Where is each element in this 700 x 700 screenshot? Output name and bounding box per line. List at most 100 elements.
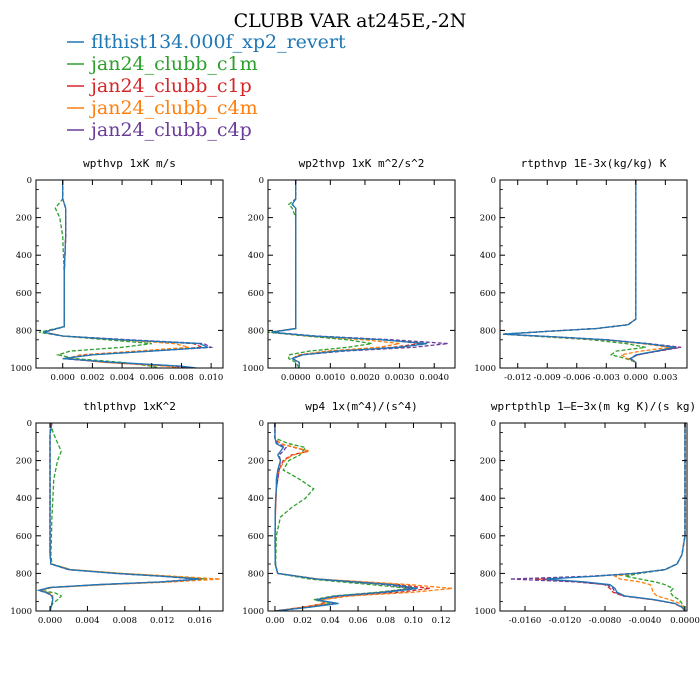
panel-title: thlpthvp 1xK^2	[83, 400, 176, 413]
legend-item: jan24_clubb_c1p	[67, 75, 252, 97]
series-line	[613, 423, 686, 611]
y-tick-label: 400	[16, 251, 32, 261]
x-tick-label: 0.0000	[670, 616, 700, 626]
series-line	[271, 180, 428, 368]
x-tick-label: 0.0040	[419, 373, 449, 383]
plot-panel: wp2thvp 1xK m^2/s^2 0 200 400 600 800 1000 0.00…	[242, 157, 456, 383]
plot-panel: wprtpthlp 1—E−3x(m kg K)/(s kg) 0 200 400 60…	[474, 400, 700, 626]
x-tick-label: 0.008	[169, 373, 193, 383]
plot-frame	[35, 422, 224, 612]
y-tick-label: 1000	[474, 364, 496, 374]
y-tick-label: 600	[248, 532, 264, 542]
series-line	[502, 180, 676, 368]
panel-title: rtpthvp 1E-3x(kg/kg) K	[521, 157, 667, 170]
plot-panel: rtpthvp 1E-3x(kg/kg) K 0 200 400 600 800 1000 -…	[474, 157, 688, 383]
series-line	[36, 423, 200, 611]
y-tick-label: 1000	[242, 364, 264, 374]
panel-title: wp2thvp 1xK m^2/s^2	[299, 157, 425, 170]
plot-panel: thlpthvp 1xK^2 0 200 400 600 800 1000 0.000 0.00…	[10, 400, 224, 626]
y-tick-label: 600	[480, 289, 496, 299]
y-tick-label: 0	[259, 419, 264, 429]
y-tick-label: 800	[480, 569, 496, 579]
x-tick-label: 0.0030	[385, 373, 415, 383]
x-tick-label: -0.0040	[629, 616, 662, 626]
x-tick-label: 0.012	[150, 616, 174, 626]
y-tick-label: 1000	[474, 607, 496, 617]
y-tick-label: 600	[16, 289, 32, 299]
y-tick-label: 600	[480, 532, 496, 542]
y-tick-label: 0	[27, 419, 32, 429]
y-tick-label: 1000	[10, 607, 32, 617]
series-group	[274, 423, 453, 611]
y-tick-label: 800	[480, 326, 496, 336]
series-line	[36, 423, 198, 611]
y-tick-label: 400	[16, 494, 32, 504]
y-tick-label: 200	[16, 457, 32, 467]
legend: flthist134.000f_xp2_revertjan24_clubb_c1…	[67, 31, 346, 141]
plot-frame	[499, 422, 688, 612]
x-tick-label: 0.04	[321, 616, 340, 626]
panel-title: wpthvp 1xK m/s	[83, 157, 176, 170]
series-group	[36, 423, 221, 611]
x-tick-label: -0.009	[534, 373, 561, 383]
series-group	[502, 180, 682, 368]
y-tick-label: 0	[491, 176, 496, 186]
legend-label: flthist134.000f_xp2_revert	[91, 31, 346, 53]
y-tick-label: 0	[259, 176, 264, 186]
y-tick-label: 400	[248, 251, 264, 261]
series-line	[37, 423, 202, 611]
y-tick-label: 400	[480, 251, 496, 261]
legend-label: jan24_clubb_c4m	[89, 97, 258, 119]
y-tick-label: 200	[480, 214, 496, 224]
x-tick-label: 0.12	[432, 616, 451, 626]
series-line	[274, 423, 411, 611]
series-line	[534, 423, 686, 611]
x-tick-label: -0.0120	[549, 616, 582, 626]
y-tick-label: 800	[16, 569, 32, 579]
x-tick-label: -0.0160	[509, 616, 542, 626]
y-tick-label: 400	[480, 494, 496, 504]
series-line	[502, 180, 671, 368]
x-tick-label: -0.006	[563, 373, 590, 383]
legend-item: jan24_clubb_c1m	[67, 53, 258, 75]
y-tick-label: 600	[248, 289, 264, 299]
y-tick-label: 800	[16, 326, 32, 336]
figure-title: CLUBB VAR at245E,-2N	[234, 10, 467, 32]
x-tick-label: -0.0080	[589, 616, 622, 626]
x-tick-label: 0.000	[38, 616, 62, 626]
plot-frame	[35, 179, 224, 369]
panel-title: wprtpthlp 1—E−3x(m kg K)/(s kg)	[491, 400, 696, 413]
x-tick-label: 0.000	[51, 373, 75, 383]
x-tick-label: 0.06	[349, 616, 368, 626]
x-tick-label: 0.00	[265, 616, 284, 626]
y-tick-label: 1000	[10, 364, 32, 374]
series-line	[624, 423, 686, 611]
series-group	[268, 180, 449, 368]
x-tick-label: -0.003	[593, 373, 620, 383]
x-tick-label: 0.02	[293, 616, 312, 626]
x-tick-label: 0.016	[187, 616, 211, 626]
legend-label: jan24_clubb_c4p	[89, 119, 252, 141]
x-tick-label: 0.006	[140, 373, 164, 383]
y-tick-label: 200	[248, 214, 264, 224]
x-tick-label: 0.002	[80, 373, 104, 383]
x-tick-label: 0.10	[404, 616, 423, 626]
legend-item: flthist134.000f_xp2_revert	[67, 31, 346, 53]
y-tick-label: 200	[16, 214, 32, 224]
series-line	[41, 423, 208, 611]
series-line	[43, 180, 209, 368]
x-tick-label: 0.010	[199, 373, 223, 383]
x-tick-label: 0.0000	[281, 373, 311, 383]
x-tick-label: 0.08	[376, 616, 395, 626]
plot-frame	[267, 179, 456, 369]
legend-item: jan24_clubb_c4p	[67, 119, 252, 141]
y-tick-label: 200	[480, 457, 496, 467]
y-tick-label: 0	[491, 419, 496, 429]
plot-frame	[267, 422, 456, 612]
legend-label: jan24_clubb_c1p	[89, 75, 252, 97]
plot-frame	[499, 179, 688, 369]
y-tick-label: 0	[27, 176, 32, 186]
y-tick-label: 200	[248, 457, 264, 467]
series-group	[38, 180, 214, 368]
series-line	[271, 180, 421, 368]
